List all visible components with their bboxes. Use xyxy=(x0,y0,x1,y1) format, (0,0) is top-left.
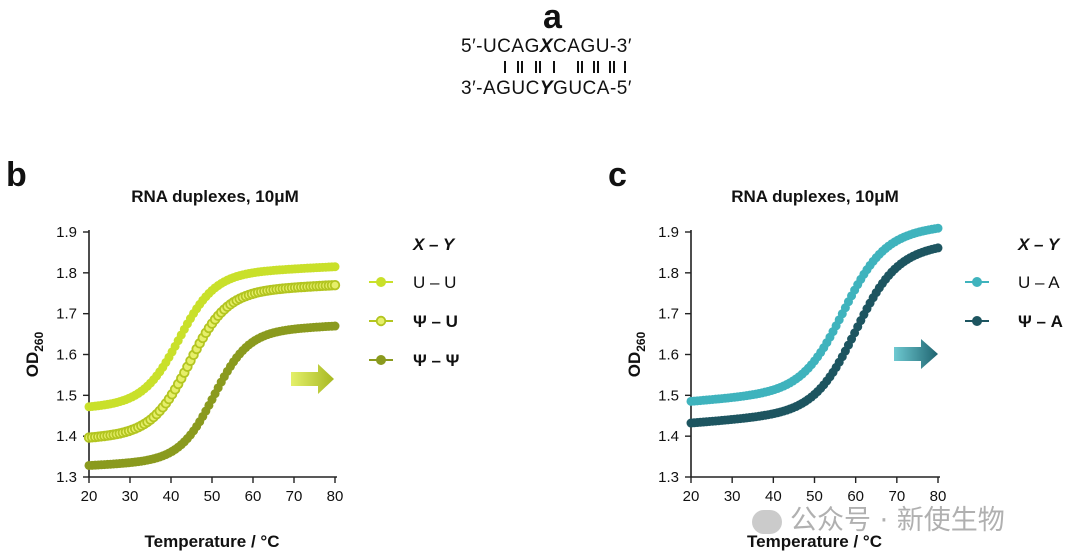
x-tick-label: 70 xyxy=(888,488,905,505)
watermark-text: 公众号 · 新使生物 xyxy=(790,505,1005,536)
y-tick-label: 1.8 xyxy=(56,265,77,282)
data-point xyxy=(933,223,943,233)
x-axis-label: Temperature / °C xyxy=(747,532,882,551)
y-tick-label: 1.9 xyxy=(56,224,77,241)
seq-bottom-variable: Y xyxy=(539,78,554,99)
seq-top-variable: X xyxy=(539,36,554,57)
y-tick-label: 1.4 xyxy=(658,428,679,445)
legend-marker xyxy=(972,277,982,287)
data-point xyxy=(933,243,943,253)
x-tick-label: 80 xyxy=(327,488,344,505)
legend-marker xyxy=(376,355,386,365)
panel-letter-c: c xyxy=(608,156,627,194)
legend-title: X – Y xyxy=(1017,235,1061,254)
legend-marker xyxy=(972,316,982,326)
y-tick-label: 1.4 xyxy=(56,428,77,445)
y-axis-label: OD260 xyxy=(625,331,648,377)
seq-top-left: 5′-UCAG xyxy=(461,36,540,57)
chart-panel-c: RNA duplexes, 10μM 1.3 1.4 1.5 1.6 1.7 1.8 1.9 2… xyxy=(625,187,1063,551)
arrow-icon-panel-c xyxy=(894,339,938,369)
series-1 xyxy=(686,223,943,406)
chart-panel-b: RNA duplexes, 10μM 1.3 1.4 1.5 1.6 1.7 1.8 1.9 2… xyxy=(23,187,459,551)
x-tick-label: 40 xyxy=(163,488,180,505)
legend-title: X – Y xyxy=(412,235,456,254)
legend-label: Ψ – U xyxy=(413,312,458,331)
chart-title: RNA duplexes, 10μM xyxy=(731,187,899,206)
y-tick-label: 1.9 xyxy=(658,224,679,241)
y-tick-label: 1.8 xyxy=(658,265,679,282)
y-tick-label: 1.6 xyxy=(658,347,679,364)
y-axis-label-subscript: 260 xyxy=(634,331,648,351)
y-tick-label: 1.3 xyxy=(56,469,77,486)
y-tick-label: 1.7 xyxy=(658,306,679,323)
y-axis-label-subscript: 260 xyxy=(32,331,46,351)
x-tick-label: 20 xyxy=(683,488,700,505)
y-tick-label: 1.3 xyxy=(658,469,679,486)
legend-marker xyxy=(376,277,386,287)
legend-marker xyxy=(375,315,387,327)
x-tick-label: 60 xyxy=(847,488,864,505)
x-tick-label: 50 xyxy=(806,488,823,505)
x-tick-label: 80 xyxy=(930,488,947,505)
legend-label: Ψ – Ψ xyxy=(413,351,459,370)
y-axis-label-main: OD xyxy=(23,352,42,378)
y-tick-label: 1.6 xyxy=(56,347,77,364)
seq-top-right: CAGU-3′ xyxy=(553,36,632,57)
series-2 xyxy=(686,243,943,428)
panel-letter-a: a xyxy=(543,0,562,36)
sequence-bottom-strand: 3′-AGUCYGUCA-5′ xyxy=(461,78,632,100)
x-tick-label: 70 xyxy=(286,488,303,505)
sequence-top-strand: 5′-UCAGXCAGU-3′ xyxy=(461,36,632,58)
y-axis-label: OD260 xyxy=(23,331,46,377)
data-point xyxy=(330,262,340,272)
seq-bottom-right: GUCA-5′ xyxy=(553,78,632,99)
panel-letter-b: b xyxy=(6,156,27,194)
arrow-icon-panel-b xyxy=(291,364,334,394)
legend-label: U – U xyxy=(413,273,456,292)
watermark: 公众号 · 新使生物 xyxy=(752,498,1005,537)
x-tick-label: 50 xyxy=(204,488,221,505)
wechat-icon xyxy=(752,509,782,534)
y-axis-label-main: OD xyxy=(625,352,644,378)
data-point xyxy=(330,321,340,331)
x-tick-label: 60 xyxy=(245,488,262,505)
data-point xyxy=(329,279,341,291)
legend-label: U – A xyxy=(1018,273,1060,292)
seq-bottom-left: 3′-AGUC xyxy=(461,78,540,99)
x-tick-label: 40 xyxy=(765,488,782,505)
x-tick-label: 30 xyxy=(122,488,139,505)
legend-label: Ψ – A xyxy=(1018,312,1063,331)
y-tick-label: 1.5 xyxy=(658,387,679,404)
y-tick-label: 1.5 xyxy=(56,387,77,404)
chart-title: RNA duplexes, 10μM xyxy=(131,187,299,206)
y-tick-label: 1.7 xyxy=(56,306,77,323)
x-tick-label: 20 xyxy=(81,488,98,505)
series-2 xyxy=(83,279,341,443)
base-pair-bars xyxy=(478,61,638,75)
x-tick-label: 30 xyxy=(724,488,741,505)
x-axis-label: Temperature / °C xyxy=(145,532,280,551)
series-3 xyxy=(84,321,340,470)
series-1 xyxy=(84,262,340,412)
